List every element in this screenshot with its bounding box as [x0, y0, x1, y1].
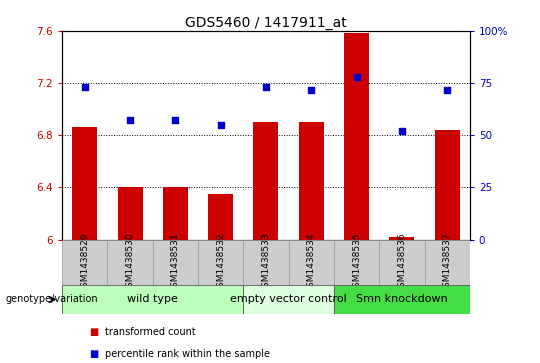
Text: GSM1438534: GSM1438534 [307, 232, 316, 293]
Point [80, 84, 89, 90]
Bar [253, 122, 279, 240]
Point [217, 122, 225, 128]
Point [397, 129, 406, 134]
Bar [435, 130, 460, 240]
Point [352, 74, 361, 79]
Text: GSM1438532: GSM1438532 [216, 232, 225, 293]
Bar [334, 285, 470, 314]
Text: ■: ■ [89, 349, 98, 359]
Bar [288, 240, 334, 285]
Text: wild type: wild type [127, 294, 178, 305]
Text: genotype/variation: genotype/variation [5, 294, 98, 305]
Bar [72, 127, 97, 240]
Bar [389, 237, 414, 240]
Bar [244, 285, 334, 314]
Bar [62, 240, 107, 285]
Bar [107, 240, 153, 285]
Bar [244, 240, 288, 285]
Bar [299, 122, 323, 240]
Bar [208, 194, 233, 240]
Point [307, 87, 315, 93]
Text: GSM1438533: GSM1438533 [261, 232, 271, 293]
Bar [62, 285, 244, 314]
Bar [424, 240, 470, 285]
Point [261, 84, 270, 90]
Text: GSM1438530: GSM1438530 [126, 232, 134, 293]
Bar [198, 240, 244, 285]
Bar [118, 187, 143, 240]
Text: GSM1438529: GSM1438529 [80, 232, 89, 293]
Text: GSM1438537: GSM1438537 [443, 232, 451, 293]
Bar [153, 240, 198, 285]
Bar [163, 187, 188, 240]
Bar [334, 240, 379, 285]
Point [171, 117, 180, 122]
Point [443, 87, 451, 93]
Title: GDS5460 / 1417911_at: GDS5460 / 1417911_at [185, 16, 347, 30]
Text: empty vector control: empty vector control [230, 294, 347, 305]
Text: GSM1438531: GSM1438531 [171, 232, 180, 293]
Text: transformed count: transformed count [105, 327, 196, 337]
Text: ■: ■ [89, 327, 98, 337]
Text: percentile rank within the sample: percentile rank within the sample [105, 349, 271, 359]
Point [126, 117, 134, 122]
Text: Smn knockdown: Smn knockdown [356, 294, 448, 305]
Bar [379, 240, 424, 285]
Text: GSM1438535: GSM1438535 [352, 232, 361, 293]
Bar [344, 33, 369, 240]
Text: GSM1438536: GSM1438536 [397, 232, 406, 293]
